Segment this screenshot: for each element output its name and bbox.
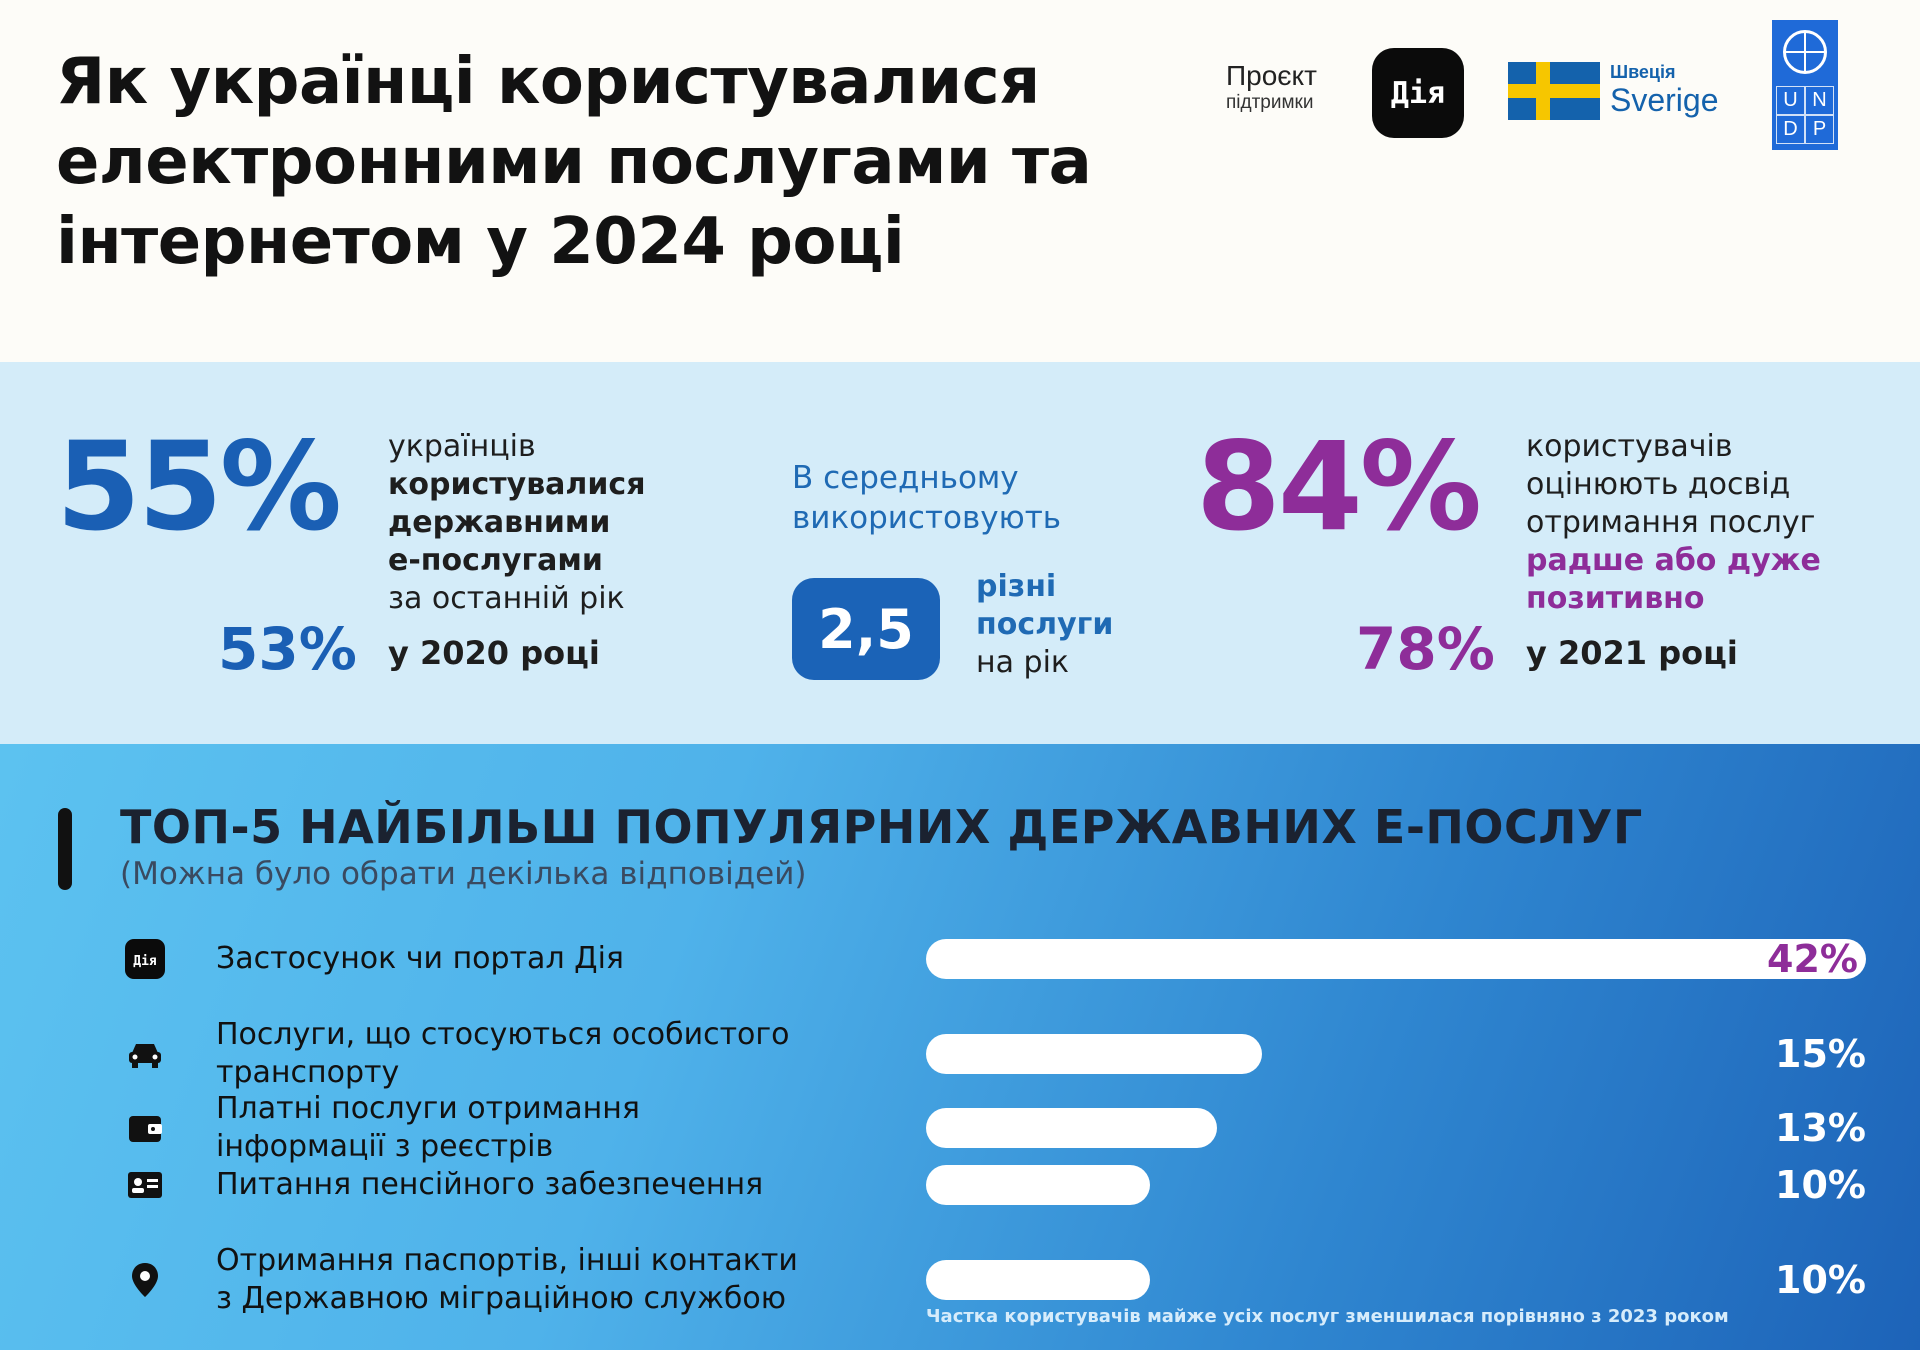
stat-55-line-3: державними [388,505,611,540]
stat-55-value: 55% [56,416,342,558]
stat-78-label: у 2021 році [1526,634,1738,672]
stat-55-line-1: українців [388,429,536,464]
bar-category-label: Платні послуги отримання інформації з реє… [216,1090,916,1166]
stat-84-value: 84% [1196,416,1482,558]
stat-53-label: у 2020 році [388,634,600,672]
sweden-logo: Швеція Sverige [1508,60,1738,124]
bar-1 [926,939,1866,979]
average-services-description: різні послуги на рік [976,568,1113,682]
header: Як українці користувалися електронними п… [0,0,1920,362]
bar-category-label: Послуги, що стосуються особистого транспо… [216,1016,916,1092]
stat-84-line-5: позитивно [1526,581,1705,616]
bar-value-label: 10% [1775,1258,1866,1302]
un-emblem-icon [1783,30,1827,74]
bar-category-label: Питання пенсійного забезпечення [216,1166,916,1204]
stat-55-line-5: за останній рік [388,581,625,616]
diia-logo: Дія [1372,48,1464,138]
bar-category-label-line: з Державною міграційною службою [216,1281,786,1316]
bar-track: 13% [926,1108,1866,1148]
undp-letter: D [1776,115,1805,144]
stat-53-value: 53% [218,615,357,683]
title-line-3: інтернетом у 2024 році [56,205,905,279]
support-caption: Проєкт підтримки [1226,60,1356,114]
bar-category-label: Отримання паспортів, інші контакти з Держ… [216,1242,916,1318]
stat-78-value: 78% [1356,615,1495,683]
bar-4 [926,1165,1150,1205]
average-services-badge: 2,5 [792,578,940,680]
undp-letter: P [1805,115,1834,144]
title-line-1: Як українці користувалися [56,45,1040,119]
average-lead-line-2: використовують [792,500,1062,536]
stat-84-line-2: оцінюють досвід [1526,467,1791,502]
stat-55-description: українців користувалися державними е-пос… [388,428,645,618]
wallet-icon [124,1107,166,1149]
undp-letter: N [1805,86,1834,115]
page-title: Як українці користувалися електронними п… [56,42,1176,282]
bar-value-label: 42% [1767,937,1858,981]
sweden-label-ua: Швеція [1610,62,1676,82]
top5-chart-section: ТОП-5 НАЙБІЛЬШ ПОПУЛЯРНИХ ДЕРЖАВНИХ Е-ПО… [0,744,1920,1350]
support-line-2: підтримки [1226,92,1314,113]
bar-track: 10% [926,1260,1866,1300]
undp-letter: U [1776,86,1805,115]
stat-84-description: користувачів оцінюють досвід отримання п… [1526,428,1821,618]
stat-55-line-4: е-послугами [388,543,603,578]
bar-value-label: 13% [1775,1106,1866,1150]
bar-category-label: Застосунок чи портал Дія [216,940,916,978]
bar-category-label-line: транспорту [216,1055,400,1090]
location-pin-icon [124,1259,166,1301]
undp-letters: U N D P [1776,86,1834,144]
average-lead-line-1: В середньому [792,460,1019,496]
bar-category-label-line: Питання пенсійного забезпечення [216,1167,764,1202]
diia-icon: Дія [124,938,166,980]
bar-5 [926,1260,1150,1300]
average-lead: В середньому використовують [792,458,1061,538]
svg-text:Дія: Дія [133,954,157,969]
bar-value-label: 15% [1775,1032,1866,1076]
average-desc-line-2: послуги [976,607,1114,642]
chart-subtitle: (Можна було обрати декілька відповідей) [120,856,807,892]
car-icon [124,1033,166,1075]
bar-track: 42% [926,939,1866,979]
stat-84-line-1: користувачів [1526,429,1733,464]
chart-footnote: Частка користувачів майже усіх послуг зм… [926,1306,1729,1327]
bar-category-label-line: Отримання паспортів, інші контакти [216,1243,798,1278]
stat-55-line-2: користувалися [388,467,646,502]
bar-track: 15% [926,1034,1866,1074]
title-line-2: електронними послугами та [56,125,1092,199]
undp-logo: U N D P [1772,20,1838,150]
bar-category-label-line: Застосунок чи портал Дія [216,941,624,976]
average-desc-line-3: на рік [976,645,1070,680]
sweden-label-se: Sverige [1610,82,1719,118]
stat-84-line-4: радше або дуже [1526,543,1821,578]
bar-category-label-line: Платні послуги отримання [216,1091,640,1126]
sweden-flag-icon [1508,62,1600,120]
bar-2 [926,1034,1262,1074]
id-card-icon [124,1164,166,1206]
bar-category-label-line: інформації з реєстрів [216,1129,554,1164]
stat-84-line-3: отримання послуг [1526,505,1816,540]
bar-track: 10% [926,1165,1866,1205]
bar-category-label-line: Послуги, що стосуються особистого [216,1017,790,1052]
stats-band: 55% українців користувалися державними е… [0,362,1920,744]
chart-title: ТОП-5 НАЙБІЛЬШ ПОПУЛЯРНИХ ДЕРЖАВНИХ Е-ПО… [120,800,1643,854]
average-desc-line-1: різні [976,569,1057,604]
bar-3 [926,1108,1217,1148]
section-accent-bar [58,808,72,890]
support-line-1: Проєкт [1226,60,1317,91]
bar-value-label: 10% [1775,1163,1866,1207]
